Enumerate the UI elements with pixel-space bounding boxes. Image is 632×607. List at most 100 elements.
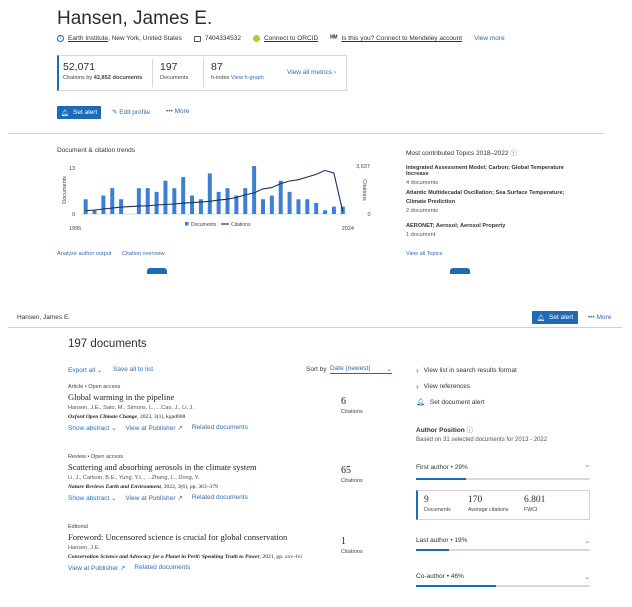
document-bar	[181, 177, 186, 214]
h-graph-link[interactable]: View h-graph	[230, 75, 264, 81]
set-alert-button[interactable]: 🔔︎ Set alert	[57, 106, 101, 119]
show-abstract-button[interactable]: Show abstract ⌄	[68, 495, 117, 502]
edit-profile-button[interactable]: ✎ Edit profile	[112, 109, 150, 116]
first-author-row[interactable]: First author • 29% ⌃	[416, 464, 590, 472]
view-all-metrics-link[interactable]: View all metrics ›	[287, 69, 337, 76]
chevron-down-icon: ⌄	[111, 425, 117, 432]
view-at-publisher-link[interactable]: View at Publisher ↗	[125, 425, 183, 432]
section-tab-marker	[147, 268, 167, 274]
more-button[interactable]: ••• More	[166, 108, 190, 115]
document-citations: 6 Citations	[341, 396, 363, 415]
topic-count: 4 documents	[406, 180, 439, 186]
topic-name[interactable]: Integrated Assessment Model; Carbon; Glo…	[406, 165, 564, 177]
citations-label: Citations by	[63, 75, 94, 81]
document-bar	[331, 206, 336, 214]
citation-count[interactable]: 65	[341, 465, 351, 476]
document-source: Oxford Open Climate Change, 2023, 3(1), …	[68, 414, 186, 420]
journal-name: Nature Reviews Earth and Environment	[68, 484, 161, 490]
x-end-label: 2024	[342, 226, 354, 232]
document-bar	[172, 188, 177, 214]
right-axis-top-label: 3,637	[356, 164, 370, 170]
left-axis-title: Documents	[62, 176, 68, 204]
first-author-bar-fill	[416, 478, 467, 480]
first-cites-label: Average citations	[468, 507, 509, 513]
document-title[interactable]: Scattering and absorbing aerosols in the…	[68, 462, 257, 472]
info-icon[interactable]: ⓘ	[510, 150, 517, 157]
view-more-link[interactable]: View more	[474, 35, 505, 42]
first-author-stats: 9 Documents 170 Average citations 6.801 …	[416, 490, 590, 520]
set-document-alert-link[interactable]: 🔔︎ Set document alert	[416, 398, 485, 407]
view-references-link[interactable]: › View references	[416, 382, 471, 391]
citation-count[interactable]: 6	[341, 396, 346, 407]
chevron-down-icon: ⌄	[584, 538, 590, 545]
external-link-icon: ↗	[177, 495, 183, 502]
sort-by-label: Sort by	[306, 366, 327, 373]
bell-icon: 🔔︎	[416, 399, 425, 406]
citation-count[interactable]: 1	[341, 536, 346, 547]
related-documents-link[interactable]: Related documents	[191, 424, 248, 431]
topic-count: 1 document	[406, 232, 436, 238]
sticky-author-name: Hansen, James E.	[17, 314, 71, 321]
info-icon[interactable]: ⓘ	[466, 427, 474, 434]
journal-name: Conservation Science and Advocacy for a …	[68, 554, 260, 560]
citations-count: 52,071	[63, 61, 96, 73]
citation-overview-link[interactable]: Citation overview	[122, 251, 165, 257]
document-bar	[225, 188, 230, 214]
sticky-more-button[interactable]: ••• More	[588, 314, 612, 321]
sticky-set-alert-button[interactable]: 🔔︎ Set alert	[532, 311, 578, 324]
sort-select[interactable]: Date (newest) ⌄	[330, 365, 392, 374]
mendeley-icon: ᴹᴹ	[330, 35, 338, 42]
view-at-publisher-link[interactable]: View at Publisher ↗	[125, 495, 183, 502]
bell-icon: 🔔︎	[60, 109, 70, 117]
topics-title: Most contributed Topics 2018–2022 ⓘ	[406, 150, 517, 157]
document-bar	[323, 210, 328, 214]
document-bar	[287, 191, 292, 214]
document-bar	[154, 191, 159, 214]
analyze-author-output-link[interactable]: Analyze author output	[57, 251, 112, 257]
document-type: Review • Open access	[68, 454, 124, 460]
right-axis-title: Citations	[361, 179, 367, 201]
mendeley-link[interactable]: Is this you? Connect to Mendeley account	[341, 35, 463, 42]
document-bar	[278, 180, 283, 214]
author-position-title: Author Position ⓘ	[416, 427, 474, 434]
document-bar	[252, 166, 257, 214]
affiliation-link[interactable]: Earth Institute	[68, 35, 109, 42]
export-all-button[interactable]: Export all ⌄	[68, 367, 103, 374]
view-all-topics-link[interactable]: View all Topics	[406, 251, 443, 257]
last-author-row[interactable]: Last author • 19% ⌄	[416, 537, 590, 545]
documents-count: 197	[160, 61, 178, 73]
document-bar	[234, 195, 239, 214]
document-bar	[260, 199, 265, 214]
first-fwci-label: FWCI	[524, 507, 538, 513]
document-bar	[269, 195, 274, 214]
document-source: Nature Reviews Earth and Environment, 20…	[68, 484, 218, 490]
legend-documents-swatch	[185, 222, 189, 226]
chevron-down-icon: ⌄	[96, 367, 103, 374]
save-all-to-list-button[interactable]: Save all to list	[113, 366, 154, 373]
document-item: Editorial Foreword: Uncensored science i…	[68, 524, 398, 572]
document-bar	[207, 173, 212, 214]
document-bar	[198, 199, 203, 214]
chevron-right-icon: ›	[333, 69, 337, 76]
topic-name[interactable]: Atlantic Multidecadal Oscillation; Sea S…	[406, 190, 565, 205]
view-at-publisher-link[interactable]: View at Publisher ↗	[68, 565, 126, 572]
orcid-link[interactable]: Connect to ORCID	[263, 35, 319, 42]
document-bar	[243, 188, 248, 214]
document-title[interactable]: Global warming in the pipeline	[68, 392, 175, 402]
info-icon: i	[57, 35, 64, 42]
document-bar	[305, 199, 310, 214]
citations-label: Citations	[341, 409, 363, 415]
document-source: Conservation Science and Advocacy for a …	[68, 554, 302, 560]
view-list-link[interactable]: › View list in search results format	[416, 366, 517, 375]
citations-label: Citations	[341, 549, 363, 555]
related-documents-link[interactable]: Related documents	[191, 494, 248, 501]
show-abstract-button[interactable]: Show abstract ⌄	[68, 425, 117, 432]
related-documents-link[interactable]: Related documents	[134, 564, 191, 571]
co-author-row[interactable]: Co-author • 46% ⌄	[416, 573, 590, 581]
h-index-value: 87	[211, 61, 223, 73]
document-title[interactable]: Foreword: Uncensored science is crucial …	[68, 532, 288, 542]
co-author-bar-fill	[416, 585, 497, 587]
topic-count: 2 documents	[406, 208, 439, 214]
author-id: 7404334532	[204, 35, 241, 42]
topic-name[interactable]: AERONET; Aerosol; Aerosol Property	[406, 223, 506, 229]
